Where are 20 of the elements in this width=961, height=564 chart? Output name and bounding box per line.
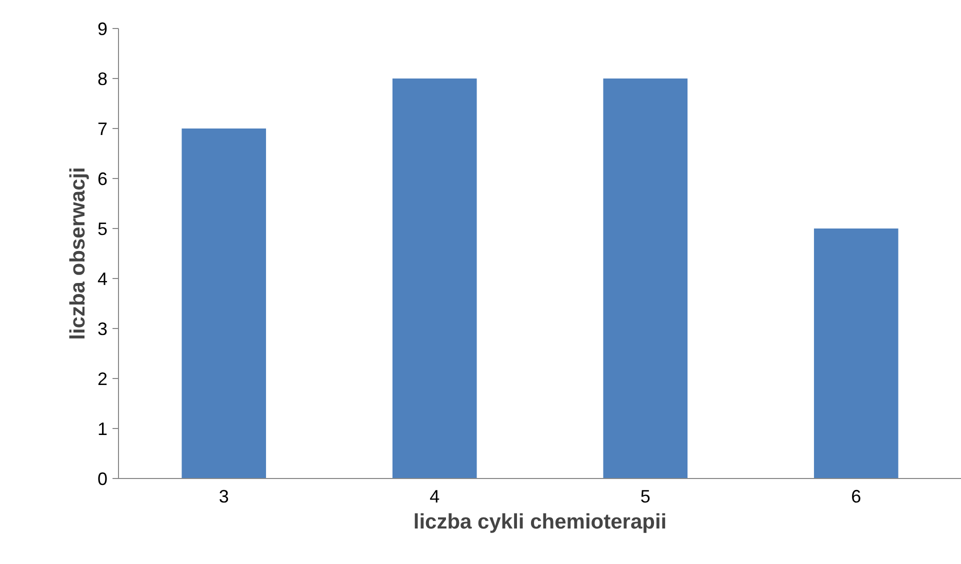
y-axis-title: liczba obserwacji — [66, 167, 90, 340]
x-tick-label: 6 — [851, 486, 862, 506]
y-tick-label: 0 — [97, 469, 108, 489]
bar — [182, 128, 266, 478]
x-tick-label: 3 — [218, 486, 229, 506]
y-tick-label: 3 — [97, 319, 108, 339]
y-tick-label: 5 — [97, 219, 108, 239]
y-tick-label: 9 — [97, 19, 108, 39]
bar — [392, 78, 477, 478]
x-tick-label: 5 — [640, 486, 650, 506]
y-tick-label: 7 — [97, 119, 108, 139]
x-tick-label: 4 — [430, 486, 440, 506]
y-tick-label: 6 — [97, 169, 108, 189]
y-tick-label: 8 — [97, 69, 108, 89]
x-axis-title: liczba cykli chemioterapii — [413, 510, 667, 534]
y-tick-label: 1 — [97, 419, 108, 439]
bar — [814, 228, 898, 478]
y-tick-label: 2 — [97, 369, 108, 389]
bar — [603, 78, 688, 478]
y-tick-label: 4 — [97, 269, 108, 289]
